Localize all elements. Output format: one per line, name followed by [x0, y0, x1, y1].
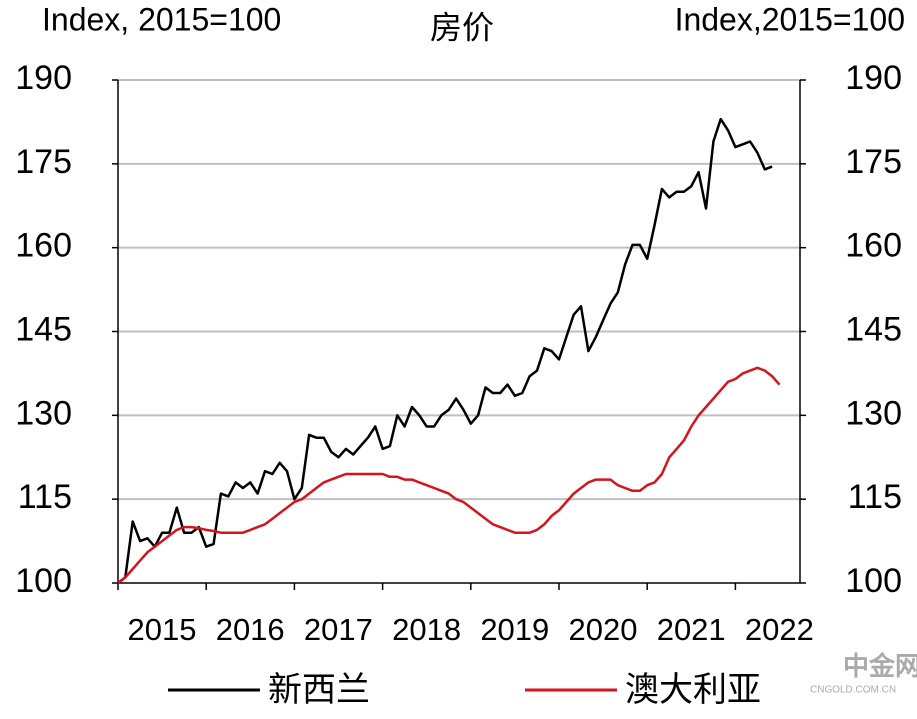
y-tick-label: 115 — [18, 478, 72, 516]
watermark: 中金网 — [843, 651, 917, 681]
y-tick-label: 100 — [15, 562, 72, 600]
y-axis-title: Index, 2015=100 — [42, 1, 281, 37]
y2-tick-label: 175 — [845, 143, 902, 181]
x-tick-label: 2021 — [657, 612, 726, 647]
y-tick-label: 175 — [15, 143, 72, 181]
series-line — [117, 366, 781, 584]
watermark-url: CNGOLD.COM.CN — [810, 685, 896, 696]
x-tick-label: 2018 — [392, 612, 461, 647]
y2-tick-label: 145 — [845, 310, 902, 348]
legend-label: 新西兰 — [268, 671, 370, 709]
y2-tick-label: 100 — [845, 562, 902, 600]
y-tick-label: 145 — [15, 310, 72, 348]
chart-title: 房价 — [430, 9, 494, 45]
x-tick-label: 2019 — [480, 612, 549, 647]
y-tick-label: 160 — [15, 227, 72, 265]
legend-label: 澳大利亚 — [625, 671, 761, 709]
y2-tick-label: 190 — [845, 59, 902, 97]
series-line — [117, 117, 773, 584]
x-tick-label: 2017 — [304, 612, 373, 647]
y-tick-label: 190 — [15, 59, 72, 97]
x-tick-label: 2022 — [745, 612, 814, 647]
x-tick-label: 2015 — [128, 612, 197, 647]
y-tick-label: 130 — [15, 394, 72, 432]
x-tick-label: 2020 — [569, 612, 638, 647]
y2-tick-label: 130 — [845, 394, 902, 432]
x-tick-label: 2016 — [216, 612, 285, 647]
y2-axis-title: Index,2015=100 — [675, 1, 905, 37]
y2-tick-label: 115 — [848, 478, 902, 516]
y2-tick-label: 160 — [845, 227, 902, 265]
